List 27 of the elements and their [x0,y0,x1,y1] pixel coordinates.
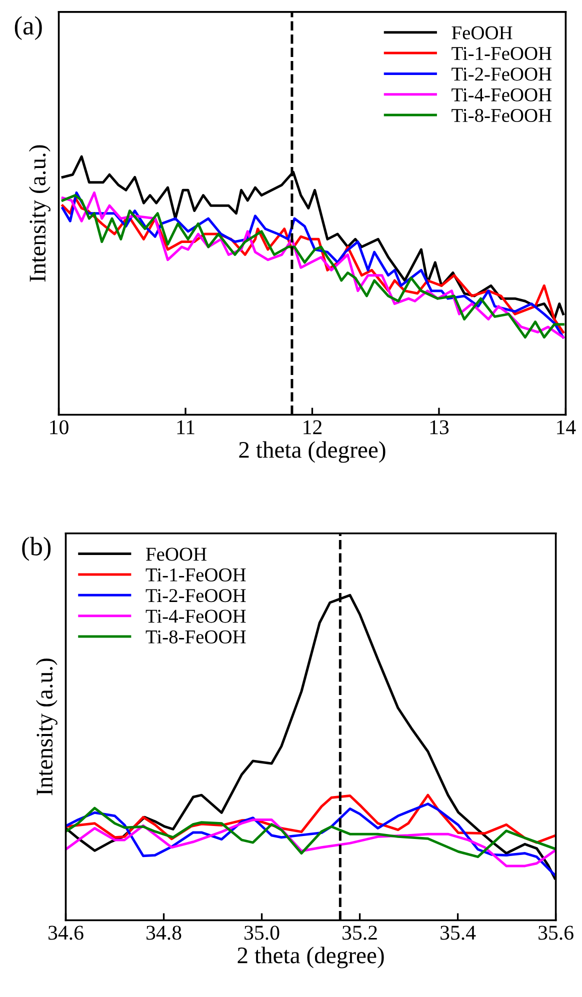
legend-label: Ti-4-FeOOH [146,610,246,623]
x-tick-label: 11 [177,420,194,434]
x-axis-title: 2 theta (degree) [239,441,386,463]
x-tick-label: 34.6 [48,926,84,940]
legend-label: Ti-2-FeOOH [146,589,246,602]
chart-title: (b) [22,536,51,561]
x-tick-label: 13 [430,420,449,434]
x-tick-label: 14 [557,420,576,434]
chart-title: (a) [14,16,42,40]
legend-label: Ti-1-FeOOH [452,46,552,60]
legend-label: Ti-8-FeOOH [452,108,552,122]
x-tick-label: 12 [304,420,322,434]
y-axis-title: Intensity (a.u.) [28,145,50,282]
legend-label: FeOOH [146,548,206,561]
legend-label: FeOOH [452,26,512,40]
x-tick-label: 35.6 [538,926,574,940]
x-tick-label: 35.4 [440,926,476,940]
y-axis-title: Intensity (a.u.) [36,658,58,796]
x-tick-label: 35.2 [342,926,377,940]
legend-label: Ti-8-FeOOH [146,630,246,644]
legend-label: Ti-4-FeOOH [452,88,552,102]
legend-label: Ti-2-FeOOH [452,68,552,81]
x-axis-title: 2 theta (degree) [238,946,384,968]
x-tick-label: 35.0 [244,926,280,940]
x-tick-label: 10 [50,420,68,434]
legend-label: Ti-1-FeOOH [146,568,246,582]
x-tick-label: 34.8 [146,926,182,940]
